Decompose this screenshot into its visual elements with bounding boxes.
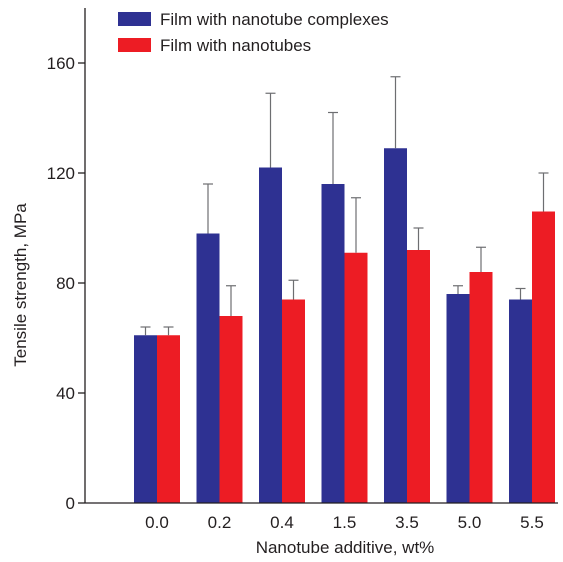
bar-nanotubes bbox=[532, 211, 555, 503]
x-tick-label: 1.5 bbox=[333, 513, 357, 532]
x-tick-label: 0.0 bbox=[145, 513, 169, 532]
x-tick-label: 0.2 bbox=[208, 513, 232, 532]
bar-nanotubes bbox=[469, 272, 493, 503]
legend-label: Film with nanotubes bbox=[160, 36, 311, 55]
bar-nanotube-complexes bbox=[196, 233, 220, 503]
legend-swatch bbox=[118, 38, 151, 52]
x-tick-label: 0.4 bbox=[270, 513, 294, 532]
bar-nanotubes bbox=[344, 252, 368, 503]
bar-nanotube-complexes bbox=[509, 299, 532, 503]
bar-nanotubes bbox=[219, 316, 243, 503]
bar-nanotube-complexes bbox=[134, 335, 157, 503]
error-bars-layer bbox=[140, 76, 549, 336]
bar-nanotube-complexes bbox=[446, 294, 470, 503]
x-tick-label: 5.0 bbox=[458, 513, 482, 532]
y-tick-label: 0 bbox=[66, 494, 75, 513]
bar-nanotube-complexes bbox=[259, 167, 282, 503]
y-ticks: 0 40 80 120 160 bbox=[47, 54, 85, 513]
y-tick-label: 80 bbox=[56, 274, 75, 293]
y-tick-label: 160 bbox=[47, 54, 75, 73]
x-axis-title: Nanotube additive, wt% bbox=[256, 538, 435, 557]
x-ticks: 0.0 0.2 0.4 1.5 3.5 5.0 5.5 bbox=[145, 513, 544, 532]
axes bbox=[84, 8, 558, 504]
legend-swatch bbox=[118, 12, 151, 26]
x-tick-label: 5.5 bbox=[520, 513, 544, 532]
bar-nanotubes bbox=[157, 335, 180, 503]
bar-nanotube-complexes bbox=[384, 148, 407, 503]
bar-nanotubes bbox=[282, 299, 305, 503]
legend-label: Film with nanotube complexes bbox=[160, 10, 389, 29]
legend: Film with nanotube complexes Film with na… bbox=[118, 10, 389, 55]
bar-nanotubes bbox=[407, 250, 430, 503]
bars-layer bbox=[134, 148, 555, 503]
bar-nanotube-complexes bbox=[321, 184, 345, 503]
y-tick-label: 40 bbox=[56, 384, 75, 403]
y-axis-title: Tensile strength, MPa bbox=[11, 203, 30, 367]
y-tick-label: 120 bbox=[47, 164, 75, 183]
x-tick-label: 3.5 bbox=[395, 513, 419, 532]
